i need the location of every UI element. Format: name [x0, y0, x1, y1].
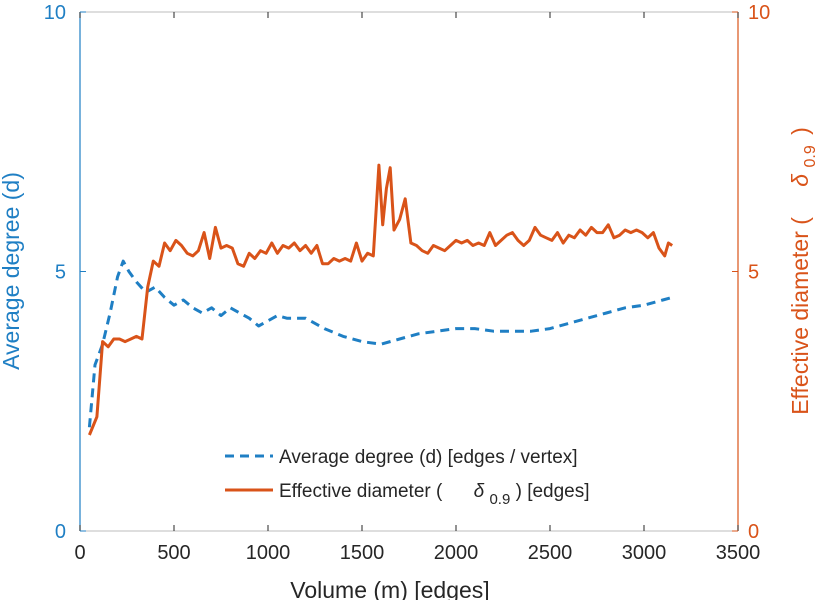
right-axis-label-suffix: ) [787, 127, 813, 135]
right-axis-label-subscript: 0.9 [802, 145, 819, 167]
legend-label-effective-diameter-symbol: δ [474, 481, 485, 502]
series-group [87, 163, 674, 436]
right-axis-ticks: 0 5 10 [732, 2, 770, 543]
legend-label-effective-diameter: Effective diameter ( δ 0.9 ) [edges] [279, 481, 590, 509]
right-axis-label-prefix: Effective diameter ( [787, 217, 813, 415]
legend-label-average-degree: Average degree (d) [edges / vertex] [279, 447, 578, 468]
left-tick-label: 5 [55, 262, 66, 284]
x-tick-label: 2000 [434, 542, 479, 564]
right-tick-label: 5 [748, 262, 759, 284]
right-tick-label: 10 [748, 2, 770, 24]
x-axis-label: Volume (m) [edges] [290, 577, 489, 600]
left-axis-label: Average degree (d) [0, 172, 24, 370]
left-axis-ticks: 0 5 10 [44, 2, 86, 543]
x-tick-label: 0 [74, 542, 85, 564]
series-line-average-degree [87, 259, 673, 428]
right-axis-label-symbol: δ [787, 174, 813, 187]
right-axis-label: Effective diameter ( δ 0.9 ) [787, 127, 820, 415]
x-axis-ticks: 0 500 1000 1500 2000 2500 3000 3500 [74, 12, 760, 564]
x-tick-label: 500 [157, 542, 190, 564]
legend: Average degree (d) [edges / vertex] Effe… [225, 447, 590, 509]
series-line-effective-diameter [88, 163, 674, 436]
legend-label-effective-diameter-suffix: ) [edges] [516, 481, 590, 502]
x-tick-label: 1000 [246, 542, 291, 564]
left-tick-label: 10 [44, 2, 66, 24]
left-tick-label: 0 [55, 521, 66, 543]
right-tick-label: 0 [748, 521, 759, 543]
legend-label-effective-diameter-subscript: 0.9 [489, 491, 510, 508]
x-tick-label: 1500 [340, 542, 385, 564]
legend-label-effective-diameter-prefix: Effective diameter ( [279, 481, 443, 502]
x-tick-label: 2500 [528, 542, 573, 564]
x-tick-label: 3500 [716, 542, 761, 564]
x-tick-label: 3000 [622, 542, 667, 564]
